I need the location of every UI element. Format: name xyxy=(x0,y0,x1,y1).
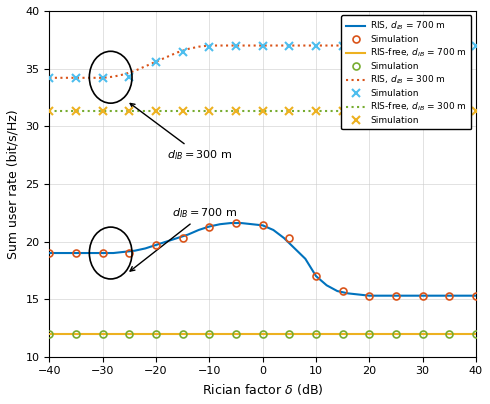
Legend: RIS, $d_{IB}$ = 700 m, Simulation, RIS-free, $d_{IB}$ = 700 m, Simulation, RIS, : RIS, $d_{IB}$ = 700 m, Simulation, RIS-f… xyxy=(341,15,471,129)
Y-axis label: Sum user rate (bit/s/Hz): Sum user rate (bit/s/Hz) xyxy=(7,109,20,259)
X-axis label: Rician factor $\delta$ (dB): Rician factor $\delta$ (dB) xyxy=(202,382,323,397)
Text: $d_{IB} = 300$ m: $d_{IB} = 300$ m xyxy=(130,103,232,162)
Text: $d_{IB} = 700$ m: $d_{IB} = 700$ m xyxy=(130,206,237,271)
